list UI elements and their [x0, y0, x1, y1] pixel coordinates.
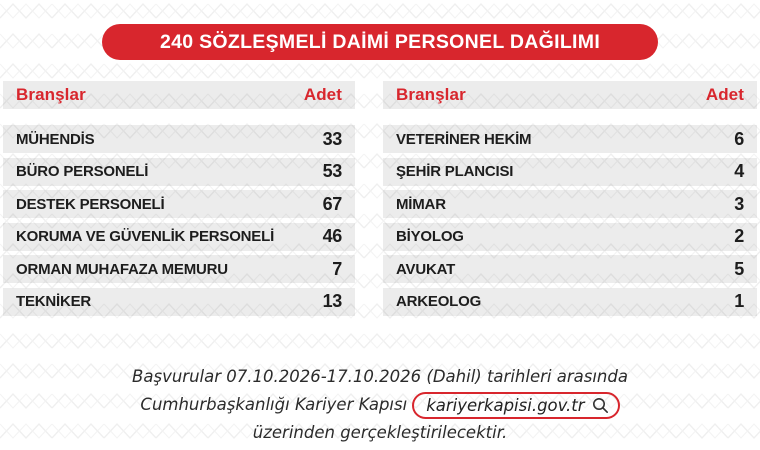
- personnel-tables: Branşlar Adet MÜHENDİS 33 BÜRO PERSONELİ…: [3, 81, 757, 320]
- footer-line-1: Başvurular 07.10.2026-17.10.2026 (Dahil)…: [132, 367, 628, 386]
- header-count: Adet: [705, 85, 744, 104]
- footer-line-2: Cumhurbaşkanlığı Kariyer Kapısı kariyerka…: [0, 391, 760, 419]
- table-row: ŞEHİR PLANCISI 4: [383, 157, 757, 186]
- footer-line-3: üzerinden gerçekleştirilecektir.: [252, 423, 508, 442]
- header-branch: Branşlar: [16, 85, 86, 104]
- table-row: ORMAN MUHAFAZA MEMURU 7: [3, 255, 355, 283]
- table-row: VETERİNER HEKİM 6: [383, 125, 757, 153]
- table-row: DESTEK PERSONELİ 67: [3, 190, 355, 218]
- table-left-header: Branşlar Adet: [3, 81, 355, 109]
- count-value: 4: [734, 161, 744, 181]
- branch-label: DESTEK PERSONELİ: [16, 195, 165, 213]
- page-title: 240 SÖZLEŞMELİ DAİMİ PERSONEL DAĞILIMI: [102, 24, 658, 60]
- count-value: 2: [734, 226, 744, 246]
- table-row: TEKNİKER 13: [3, 287, 355, 316]
- count-value: 3: [734, 193, 744, 214]
- count-value: 13: [322, 291, 343, 311]
- search-icon: [592, 398, 608, 413]
- branch-label: MÜHENDİS: [16, 130, 95, 148]
- branch-label: KORUMA VE GÜVENLİK PERSONELİ: [16, 228, 275, 245]
- branch-label: ŞEHİR PLANCISI: [396, 163, 514, 180]
- count-value: 7: [332, 258, 342, 279]
- table-right: Branşlar Adet VETERİNER HEKİM 6 ŞEHİR PL…: [383, 81, 757, 320]
- count-value: 5: [734, 258, 744, 279]
- branch-label: BÜRO PERSONELİ: [16, 163, 149, 180]
- branch-label: AVUKAT: [396, 260, 456, 278]
- count-value: 67: [322, 193, 343, 214]
- table-row: MİMAR 3: [383, 190, 757, 218]
- table-row: BİYOLOG 2: [383, 222, 757, 251]
- count-value: 1: [734, 291, 744, 311]
- table-row: AVUKAT 5: [383, 255, 757, 283]
- count-value: 46: [322, 226, 343, 246]
- header-branch: Branşlar: [396, 85, 466, 104]
- count-value: 6: [734, 128, 744, 149]
- link-text: kariyerkapisi.gov.tr: [426, 395, 585, 415]
- branch-label: BİYOLOG: [396, 228, 464, 245]
- branch-label: VETERİNER HEKİM: [396, 130, 532, 148]
- table-row: MÜHENDİS 33: [3, 125, 355, 153]
- table-row: ARKEOLOG 1: [383, 287, 757, 316]
- header-count: Adet: [303, 85, 342, 104]
- branch-label: TEKNİKER: [16, 293, 92, 310]
- application-info: Başvurular 07.10.2026-17.10.2026 (Dahil)…: [0, 363, 760, 447]
- footer-line-2-prefix: Cumhurbaşkanlığı Kariyer Kapısı: [140, 395, 408, 414]
- branch-label: ORMAN MUHAFAZA MEMURU: [16, 260, 228, 278]
- career-portal-link[interactable]: kariyerkapisi.gov.tr: [412, 392, 620, 419]
- branch-label: ARKEOLOG: [396, 293, 482, 310]
- table-row: BÜRO PERSONELİ 53: [3, 157, 355, 186]
- count-value: 33: [322, 128, 343, 149]
- table-row: KORUMA VE GÜVENLİK PERSONELİ 46: [3, 222, 355, 251]
- branch-label: MİMAR: [396, 195, 446, 213]
- table-left: Branşlar Adet MÜHENDİS 33 BÜRO PERSONELİ…: [3, 81, 355, 320]
- count-value: 53: [322, 161, 343, 181]
- table-right-header: Branşlar Adet: [383, 81, 757, 109]
